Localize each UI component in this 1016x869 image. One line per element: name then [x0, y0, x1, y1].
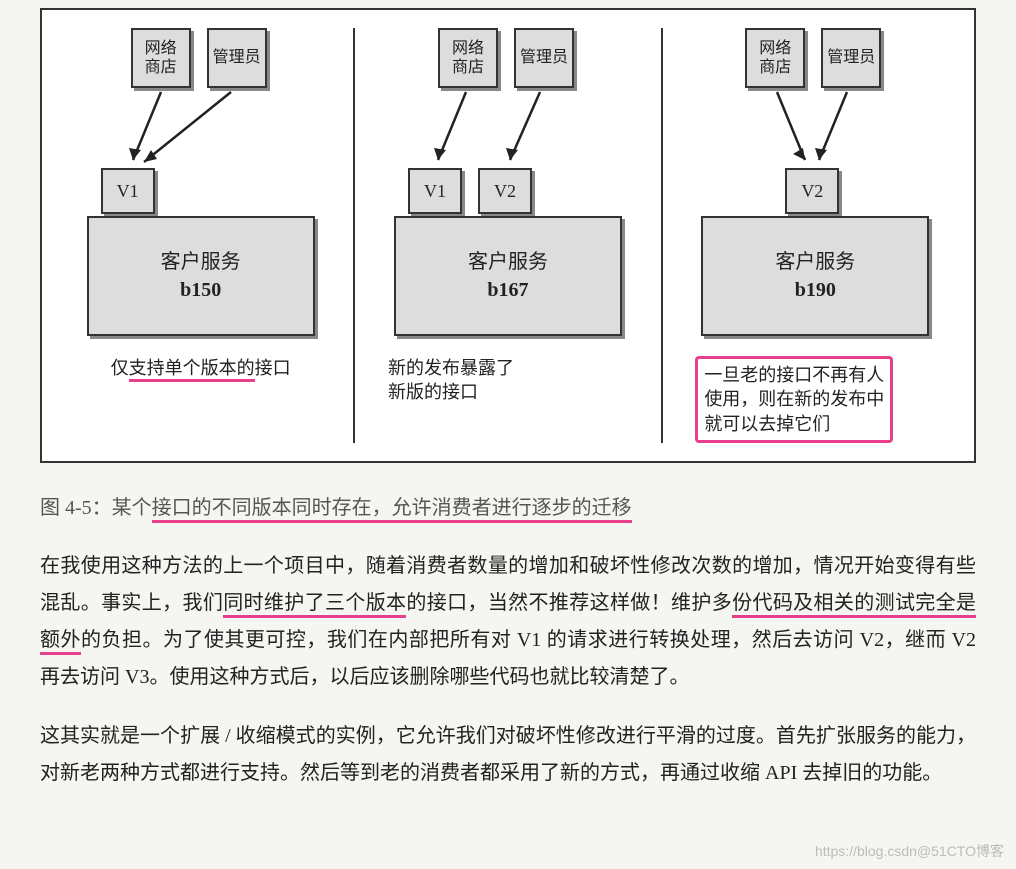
figure-frame: 网络 商店 管理员 V1 客户服务 b150 仅支持单个版本的接口: [40, 8, 976, 463]
figcap-underlined: 接口的不同版本同时存在，允许消费者进行逐步的迁移: [152, 497, 632, 523]
actor-admin: 管理员: [207, 28, 267, 88]
divider-1: [353, 28, 355, 443]
panel-1-diagram: 网络 商店 管理员 V1 客户服务 b150: [71, 28, 331, 348]
service-build: b190: [795, 276, 836, 304]
paragraph-1: 在我使用这种方法的上一个项目中，随着消费者数量的增加和破坏性修改次数的增加，情况…: [40, 548, 976, 696]
version-v2: V2: [478, 168, 532, 214]
panel-2-caption: 新的发布暴露了 新版的接口: [388, 356, 628, 430]
service-box: 客户服务 b190: [701, 216, 929, 336]
panel3-cap-l2: 使用，则在新的发布中: [704, 389, 884, 409]
panel-1-caption: 仅支持单个版本的接口: [81, 356, 321, 430]
service-name: 客户服务: [161, 248, 241, 276]
panel-3-caption: 一旦老的接口不再有人 使用，则在新的发布中 就可以去掉它们: [695, 356, 935, 443]
panel-2-diagram: 网络 商店 管理员 V1 V2 客户服务 b167: [378, 28, 638, 348]
figure-caption: 图 4-5：某个接口的不同版本同时存在，允许消费者进行逐步的迁移: [40, 491, 976, 520]
panel-3: 网络 商店 管理员 V2 客户服务 b190 一旦老的接口不再有人 使用，则在新…: [667, 28, 964, 443]
panels-row: 网络 商店 管理员 V1 客户服务 b150 仅支持单个版本的接口: [52, 28, 964, 443]
actor-webshop: 网络 商店: [131, 28, 191, 88]
panel-2: 网络 商店 管理员 V1 V2 客户服务 b167 新的发布暴露了 新版的接口: [359, 28, 656, 443]
actor-admin: 管理员: [514, 28, 574, 88]
panel-1: 网络 商店 管理员 V1 客户服务 b150 仅支持单个版本的接口: [52, 28, 349, 443]
version-v2: V2: [785, 168, 839, 214]
paragraph-2: 这其实就是一个扩展 / 收缩模式的实例，它允许我们对破坏性修改进行平滑的过度。首…: [40, 718, 976, 792]
panel3-pink-box: 一旦老的接口不再有人 使用，则在新的发布中 就可以去掉它们: [695, 356, 893, 443]
actor-webshop: 网络 商店: [438, 28, 498, 88]
service-box: 客户服务 b150: [87, 216, 315, 336]
panel1-cap-u: 支持单个版本的: [129, 358, 255, 382]
panel1-cap-b: 接口: [255, 358, 291, 378]
panel2-cap-l2: 新版的接口: [388, 382, 478, 402]
service-build: b167: [487, 276, 528, 304]
body-text: 在我使用这种方法的上一个项目中，随着消费者数量的增加和破坏性修改次数的增加，情况…: [40, 548, 976, 792]
panel1-cap-a: 仅: [111, 358, 129, 378]
p1-b: 的接口，当然不推荐这样做！维护多: [406, 592, 732, 614]
service-box: 客户服务 b167: [394, 216, 622, 336]
version-v1: V1: [408, 168, 462, 214]
version-v1: V1: [101, 168, 155, 214]
actor-webshop: 网络 商店: [745, 28, 805, 88]
divider-2: [661, 28, 663, 443]
service-name: 客户服务: [468, 248, 548, 276]
panel-3-diagram: 网络 商店 管理员 V2 客户服务 b190: [685, 28, 945, 348]
panel3-cap-l1: 一旦老的接口不再有人: [704, 365, 884, 385]
service-build: b150: [180, 276, 221, 304]
p1-c: 的负担。为了使其更可控，我们在内部把所有对 V1 的请求进行转换处理，然后去访问…: [40, 629, 976, 688]
actor-admin: 管理员: [821, 28, 881, 88]
service-name: 客户服务: [775, 248, 855, 276]
panel3-cap-l3: 就可以去掉它们: [704, 414, 830, 434]
p1-u1: 同时维护了三个版本: [223, 592, 406, 618]
figcap-prefix: 图 4-5：某个: [40, 497, 152, 519]
panel2-cap-l1: 新的发布暴露了: [388, 358, 514, 378]
watermark: https://blog.csdn@51CTO博客: [815, 841, 1004, 861]
